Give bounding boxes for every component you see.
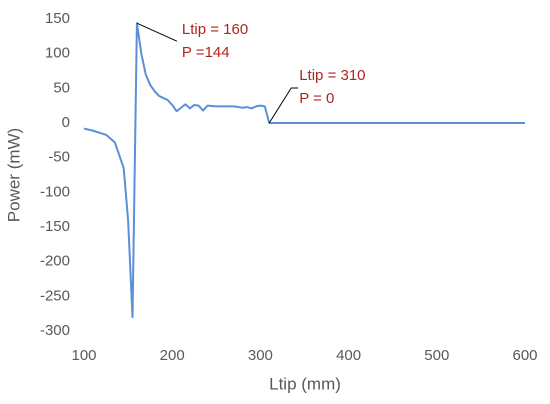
y-tick-label: 100 [45,45,70,62]
x-tick-label: 300 [248,347,273,364]
y-tick-label: 50 [53,79,70,96]
annotation-background [297,66,368,84]
y-tick-label: -100 [40,183,70,200]
x-tick-label: 600 [512,347,537,364]
annotation-text: P = 0 [299,90,334,107]
annotation-text: P =144 [182,44,230,61]
x-tick-label: 200 [160,347,185,364]
y-tick-label: -300 [40,322,70,339]
annotation-text: Ltip = 160 [182,21,248,38]
annotation-background [297,89,337,107]
annotation-text: Ltip = 310 [299,67,365,84]
y-tick-label: 0 [62,114,70,131]
annotation-background [179,21,251,39]
x-tick-label: 100 [71,347,96,364]
y-tick-label: 150 [45,10,70,27]
y-axis-title: Power (mW) [4,128,23,222]
y-tick-label: -250 [40,287,70,304]
y-tick-label: -200 [40,253,70,270]
data-line [83,22,525,319]
y-tick-label: -50 [48,149,70,166]
y-tick-label: -150 [40,218,70,235]
x-tick-label: 400 [336,347,361,364]
annotation-leader [268,87,299,124]
annotation-leader [136,22,178,42]
x-tick-label: 500 [424,347,449,364]
x-axis-title: Ltip (mm) [269,374,341,393]
annotation-background [179,44,232,62]
